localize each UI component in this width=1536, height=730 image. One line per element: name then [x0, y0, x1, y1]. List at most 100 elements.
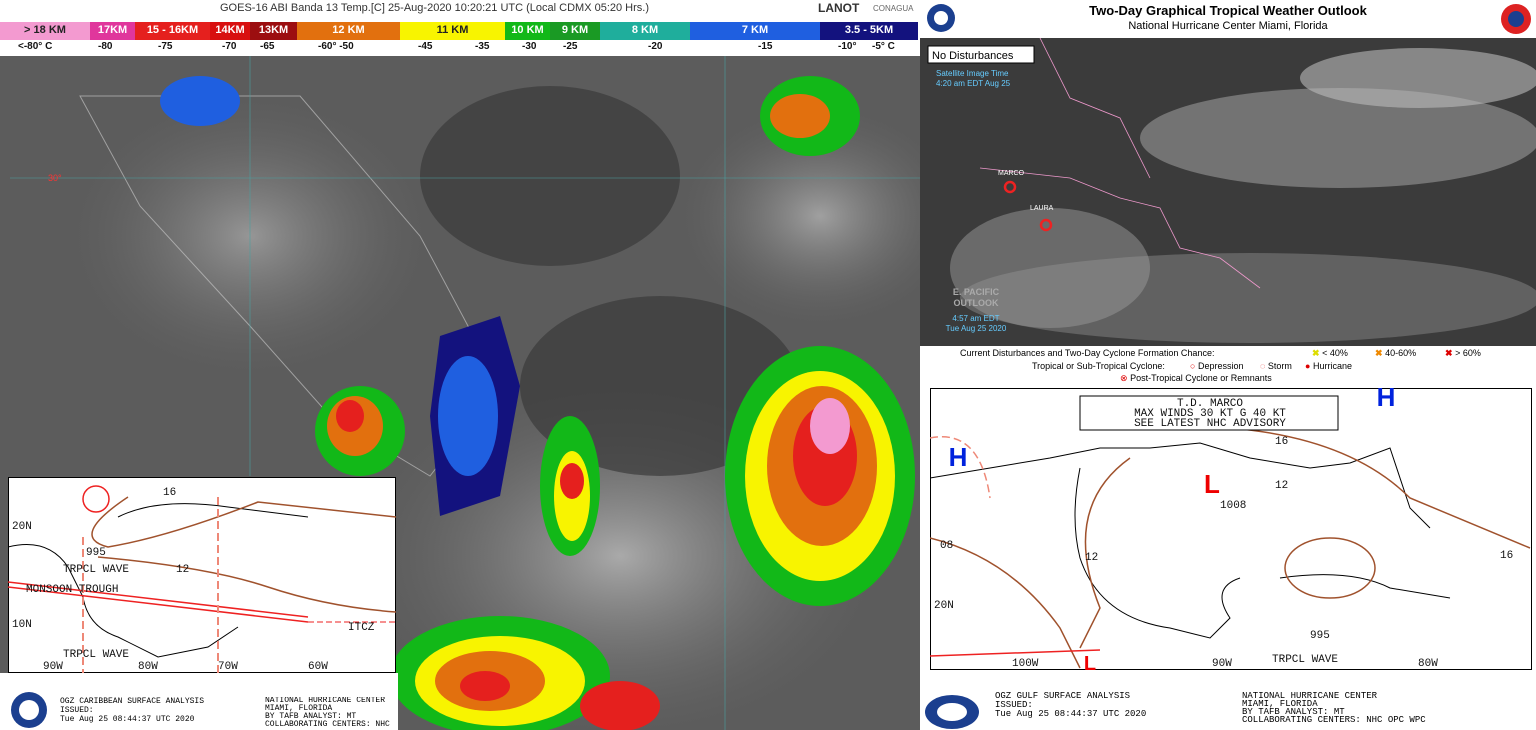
- footer-line: ISSUED:: [60, 706, 94, 715]
- gulf-footer: OGZ GULF SURFACE ANALYSIS ISSUED: Tue Au…: [920, 672, 1536, 730]
- advisory-text: T.D. MARCO: [1177, 398, 1243, 410]
- footer-line: COLLABORATING CENTERS: NHC OPC WPC: [1242, 715, 1426, 725]
- map-label: 16: [1275, 436, 1288, 448]
- scale-segment: 8 KM: [600, 22, 690, 40]
- map-label: 995: [86, 547, 106, 559]
- low-label: L: [1204, 469, 1220, 499]
- scale-label: 8 KM: [631, 24, 659, 36]
- legend-entry: ⊗ Post-Tropical Cyclone or Remnants: [1120, 373, 1272, 383]
- footer-text: NATIONAL HURRICANE CENTER MIAMI, FLORIDA…: [265, 697, 397, 729]
- footer-line: NATIONAL HURRICANE CENTER: [265, 697, 386, 705]
- footer-line: NATIONAL HURRICANE CENTER: [1242, 692, 1378, 701]
- map-label: 70W: [218, 661, 238, 673]
- map-label: TRPCL WAVE: [63, 564, 129, 576]
- noaa-logo: [927, 4, 955, 32]
- caribbean-footer: OGZ CARIBBEAN SURFACE ANALYSIS ISSUED: T…: [0, 673, 398, 730]
- scale-label: 10 KM: [511, 24, 544, 36]
- map-label: 12: [176, 564, 189, 576]
- map-label: 60W: [308, 661, 328, 673]
- image-time: 4:20 am EDT Aug 25: [936, 79, 1011, 88]
- map-label: 12: [1275, 480, 1288, 492]
- scale-label: 14KM: [215, 24, 245, 36]
- legend-label: Post-Tropical Cyclone or Remnants: [1130, 373, 1272, 383]
- caribbean-map: 16 995 12 TRPCL WAVE MONSOON TROUGH ITCZ…: [8, 477, 396, 673]
- map-label: 80W: [1418, 658, 1438, 670]
- storm-label: MARCO: [998, 170, 1025, 177]
- logo: CONAGUA: [873, 4, 914, 13]
- nws-logo: [1501, 4, 1531, 34]
- scale-segment: 13KM: [250, 22, 297, 40]
- temp-label: -75: [158, 41, 173, 52]
- legend-label: > 60%: [1455, 348, 1481, 358]
- footer-line: MIAMI, FLORIDA: [1242, 699, 1318, 709]
- high-label: H: [949, 442, 968, 472]
- sat-title: GOES-16 ABI Banda 13 Temp.[C] 25-Aug-202…: [220, 2, 650, 14]
- advisory-text: SEE LATEST NHC ADVISORY: [1134, 418, 1286, 430]
- scale-segment: 14KM: [210, 22, 250, 40]
- lat-label: 30°: [48, 173, 62, 183]
- map-label: 90W: [43, 661, 63, 673]
- scale-segment: 9 KM: [550, 22, 600, 40]
- scale-segment: 10 KM: [505, 22, 550, 40]
- legend-entry: ○ Depression: [1190, 361, 1244, 371]
- storm-label: LAURA: [1030, 205, 1054, 212]
- scale-label: > 18 KM: [24, 24, 66, 36]
- footer-line: COLLABORATING CENTERS: NHC: [265, 720, 390, 729]
- legend-entry: ✖ 40-60%: [1375, 348, 1417, 358]
- high-label: H: [1377, 388, 1396, 412]
- map-label: 100W: [1012, 658, 1039, 670]
- temp-label: -80: [98, 41, 113, 52]
- legend-label: Storm: [1267, 361, 1292, 371]
- map-label: ITCZ: [348, 622, 375, 634]
- map-label: 10N: [12, 619, 32, 631]
- advisory-text: MAX WINDS 30 KT G 40 KT: [1134, 408, 1286, 420]
- pacific-time: Tue Aug 25 2020: [946, 324, 1007, 333]
- scale-label: 3.5 - 5KM: [844, 24, 894, 36]
- pacific-label: OUTLOOK: [954, 298, 999, 308]
- map-label: 90W: [1212, 658, 1232, 670]
- legend-entry: ◌ Storm: [1260, 361, 1292, 371]
- legend-label: Hurricane: [1312, 361, 1352, 371]
- legend-entry: ● Hurricane: [1305, 361, 1352, 371]
- legend-label: 40-60%: [1385, 348, 1417, 358]
- legend-text: Tropical or Sub-Tropical Cyclone:: [1032, 361, 1165, 371]
- scale-label: 15 - 16KM: [146, 24, 199, 36]
- scale-label: 17KM: [97, 24, 128, 36]
- scale-segment: 11 KM: [400, 22, 505, 40]
- satellite-image: 30°: [0, 56, 920, 730]
- scale-segment: 3.5 - 5KM: [820, 22, 918, 40]
- temp-label: -35: [475, 41, 490, 52]
- temp-label: -25: [563, 41, 578, 52]
- footer-line: ISSUED:: [995, 700, 1033, 710]
- pacific-time: 4:57 am EDT: [952, 314, 999, 323]
- legend-label: Depression: [1197, 361, 1244, 371]
- map-label: 80W: [138, 661, 158, 673]
- map-label: TRPCL WAVE: [63, 649, 129, 661]
- pacific-label: E. PACIFIC: [953, 287, 1000, 297]
- outlook-subtitle: National Hurricane Center Miami, Florida: [1128, 20, 1328, 32]
- temp-label: -15: [758, 41, 773, 52]
- scale-label: 12 KM: [332, 24, 365, 36]
- temp-label: -65: [260, 41, 275, 52]
- outlook-image: No Disturbances Satellite Image Time 4:2…: [920, 38, 1536, 346]
- temp-label: -70: [222, 41, 237, 52]
- temp-label: -45: [418, 41, 433, 52]
- footer-line: Tue Aug 25 08:44:37 UTC 2020: [995, 709, 1147, 719]
- logo: LANOT: [818, 1, 860, 15]
- scale-segment: > 18 KM: [0, 22, 90, 40]
- outlook-title: Two-Day Graphical Tropical Weather Outlo…: [1089, 3, 1367, 18]
- temperature-row: <-80° C -80 -75 -70 -65 -60° -50 -45 -35 -30 -25 -…: [0, 40, 918, 55]
- footer-line: BY TAFB ANALYST: MT: [1242, 707, 1345, 717]
- sat-header: GOES-16 ABI Banda 13 Temp.[C] 25-Aug-202…: [0, 0, 920, 18]
- scale-segment: 7 KM: [690, 22, 820, 40]
- legend-text: Current Disturbances and Two-Day Cyclone…: [960, 348, 1215, 358]
- noaa-logo: [11, 692, 47, 728]
- scale-label: 11 KM: [436, 24, 469, 36]
- footer-line: Tue Aug 25 08:44:37 UTC 2020: [60, 715, 195, 724]
- color-scale: > 18 KM 17KM 15 - 16KM 14KM 13KM 12 KM 11 KM 10…: [0, 22, 918, 40]
- map-label: 16: [1500, 550, 1513, 562]
- footer-text: OGZ CARIBBEAN SURFACE ANALYSIS ISSUED: T…: [60, 697, 204, 724]
- footer-line: OGZ GULF SURFACE ANALYSIS: [995, 691, 1131, 701]
- map-label: 995: [1310, 630, 1330, 642]
- map-label: TRPCL WAVE: [1272, 654, 1338, 666]
